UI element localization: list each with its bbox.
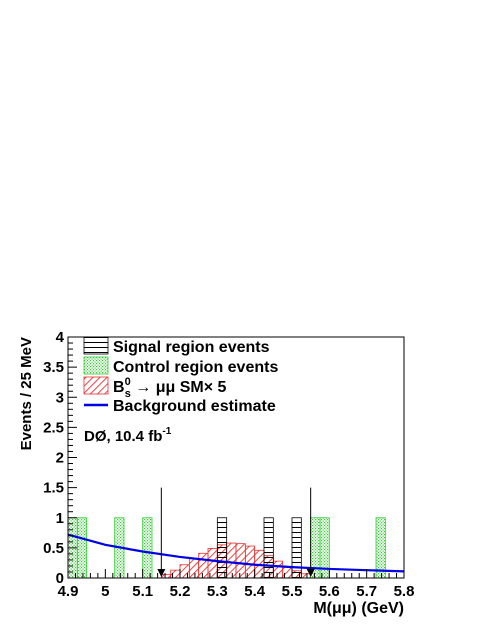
y-tick-label: 1: [56, 510, 64, 527]
x-axis-ticks: 4.9 5 5.1 5.2 5.3 5.4 5.5 5.6 5.7 5.8: [58, 569, 415, 600]
y-tick-label: 3.5: [43, 359, 64, 376]
legend-label-control: Control region events: [113, 359, 278, 376]
signal-bin: [263, 517, 274, 579]
y-axis-ticks: 0 0.5 1 1.5 2 2.5 3 3.5 4: [43, 329, 77, 587]
signal-window-arrowhead: [157, 569, 166, 577]
x-tick-label: 5.1: [132, 583, 153, 600]
sm-signal-bin: [198, 552, 209, 579]
sm-signal-bin: [160, 573, 172, 579]
experiment-label: DØ, 10.4 fb-1: [84, 426, 172, 445]
sm-signal-bin: [272, 560, 284, 579]
signal-bin: [291, 517, 302, 579]
x-tick-label: 5.4: [244, 583, 266, 600]
legend-label-signal: Signal region events: [113, 339, 270, 356]
legend-sm-sub: s: [125, 388, 131, 400]
y-axis-label: Events / 25 MeV: [18, 337, 35, 450]
legend: Signal region events Control region even…: [83, 336, 278, 415]
x-tick-label: 5: [101, 583, 109, 600]
legend-label-background: Background estimate: [113, 398, 276, 415]
legend-sm-sup: 0: [125, 376, 131, 388]
legend-sm-main: B: [113, 379, 125, 396]
x-tick-label: 5.3: [207, 583, 228, 600]
x-tick-label: 4.9: [58, 583, 79, 600]
legend-sm-rest: → μμ SM× 5: [131, 379, 227, 396]
y-tick-label: 3: [56, 389, 64, 406]
signal-window-arrows: [157, 487, 315, 577]
signal-window-arrowhead: [306, 569, 315, 577]
sm-signal-bin: [226, 542, 237, 579]
experiment-label-sup: -1: [162, 426, 171, 437]
x-tick-label: 5.5: [282, 583, 303, 600]
background-estimate-curve: [67, 533, 405, 573]
control-bin: [142, 517, 153, 579]
legend-label-sm: B0 s → μμ SM× 5: [113, 376, 227, 400]
y-tick-label: 1.5: [43, 480, 64, 497]
legend-swatch-control: [83, 356, 109, 375]
x-tick-label: 5.2: [170, 583, 191, 600]
background-curve-layer: [67, 533, 405, 573]
y-tick-label: 2.5: [43, 419, 64, 436]
control-bin: [76, 517, 88, 579]
y-tick-label: 0: [56, 570, 64, 587]
x-tick-label: 5.6: [319, 583, 340, 600]
sm-signal-bin: [235, 543, 246, 579]
x-tick-label: 5.7: [356, 583, 377, 600]
legend-swatch-sm: [83, 376, 109, 395]
x-tick-label: 5.8: [394, 583, 415, 600]
y-tick-label: 0.5: [43, 540, 64, 557]
y-tick-label: 4: [56, 329, 65, 346]
x-axis-label: M(μμ) (GeV): [313, 600, 404, 617]
experiment-label-main: DØ, 10.4 fb: [84, 428, 162, 445]
legend-swatch-signal: [83, 336, 109, 355]
signal-bin: [216, 517, 228, 579]
sm-signal-bin: [300, 573, 312, 579]
sm-signal-bin: [188, 558, 200, 579]
y-tick-label: 2: [56, 450, 64, 467]
control-bin: [375, 517, 386, 579]
